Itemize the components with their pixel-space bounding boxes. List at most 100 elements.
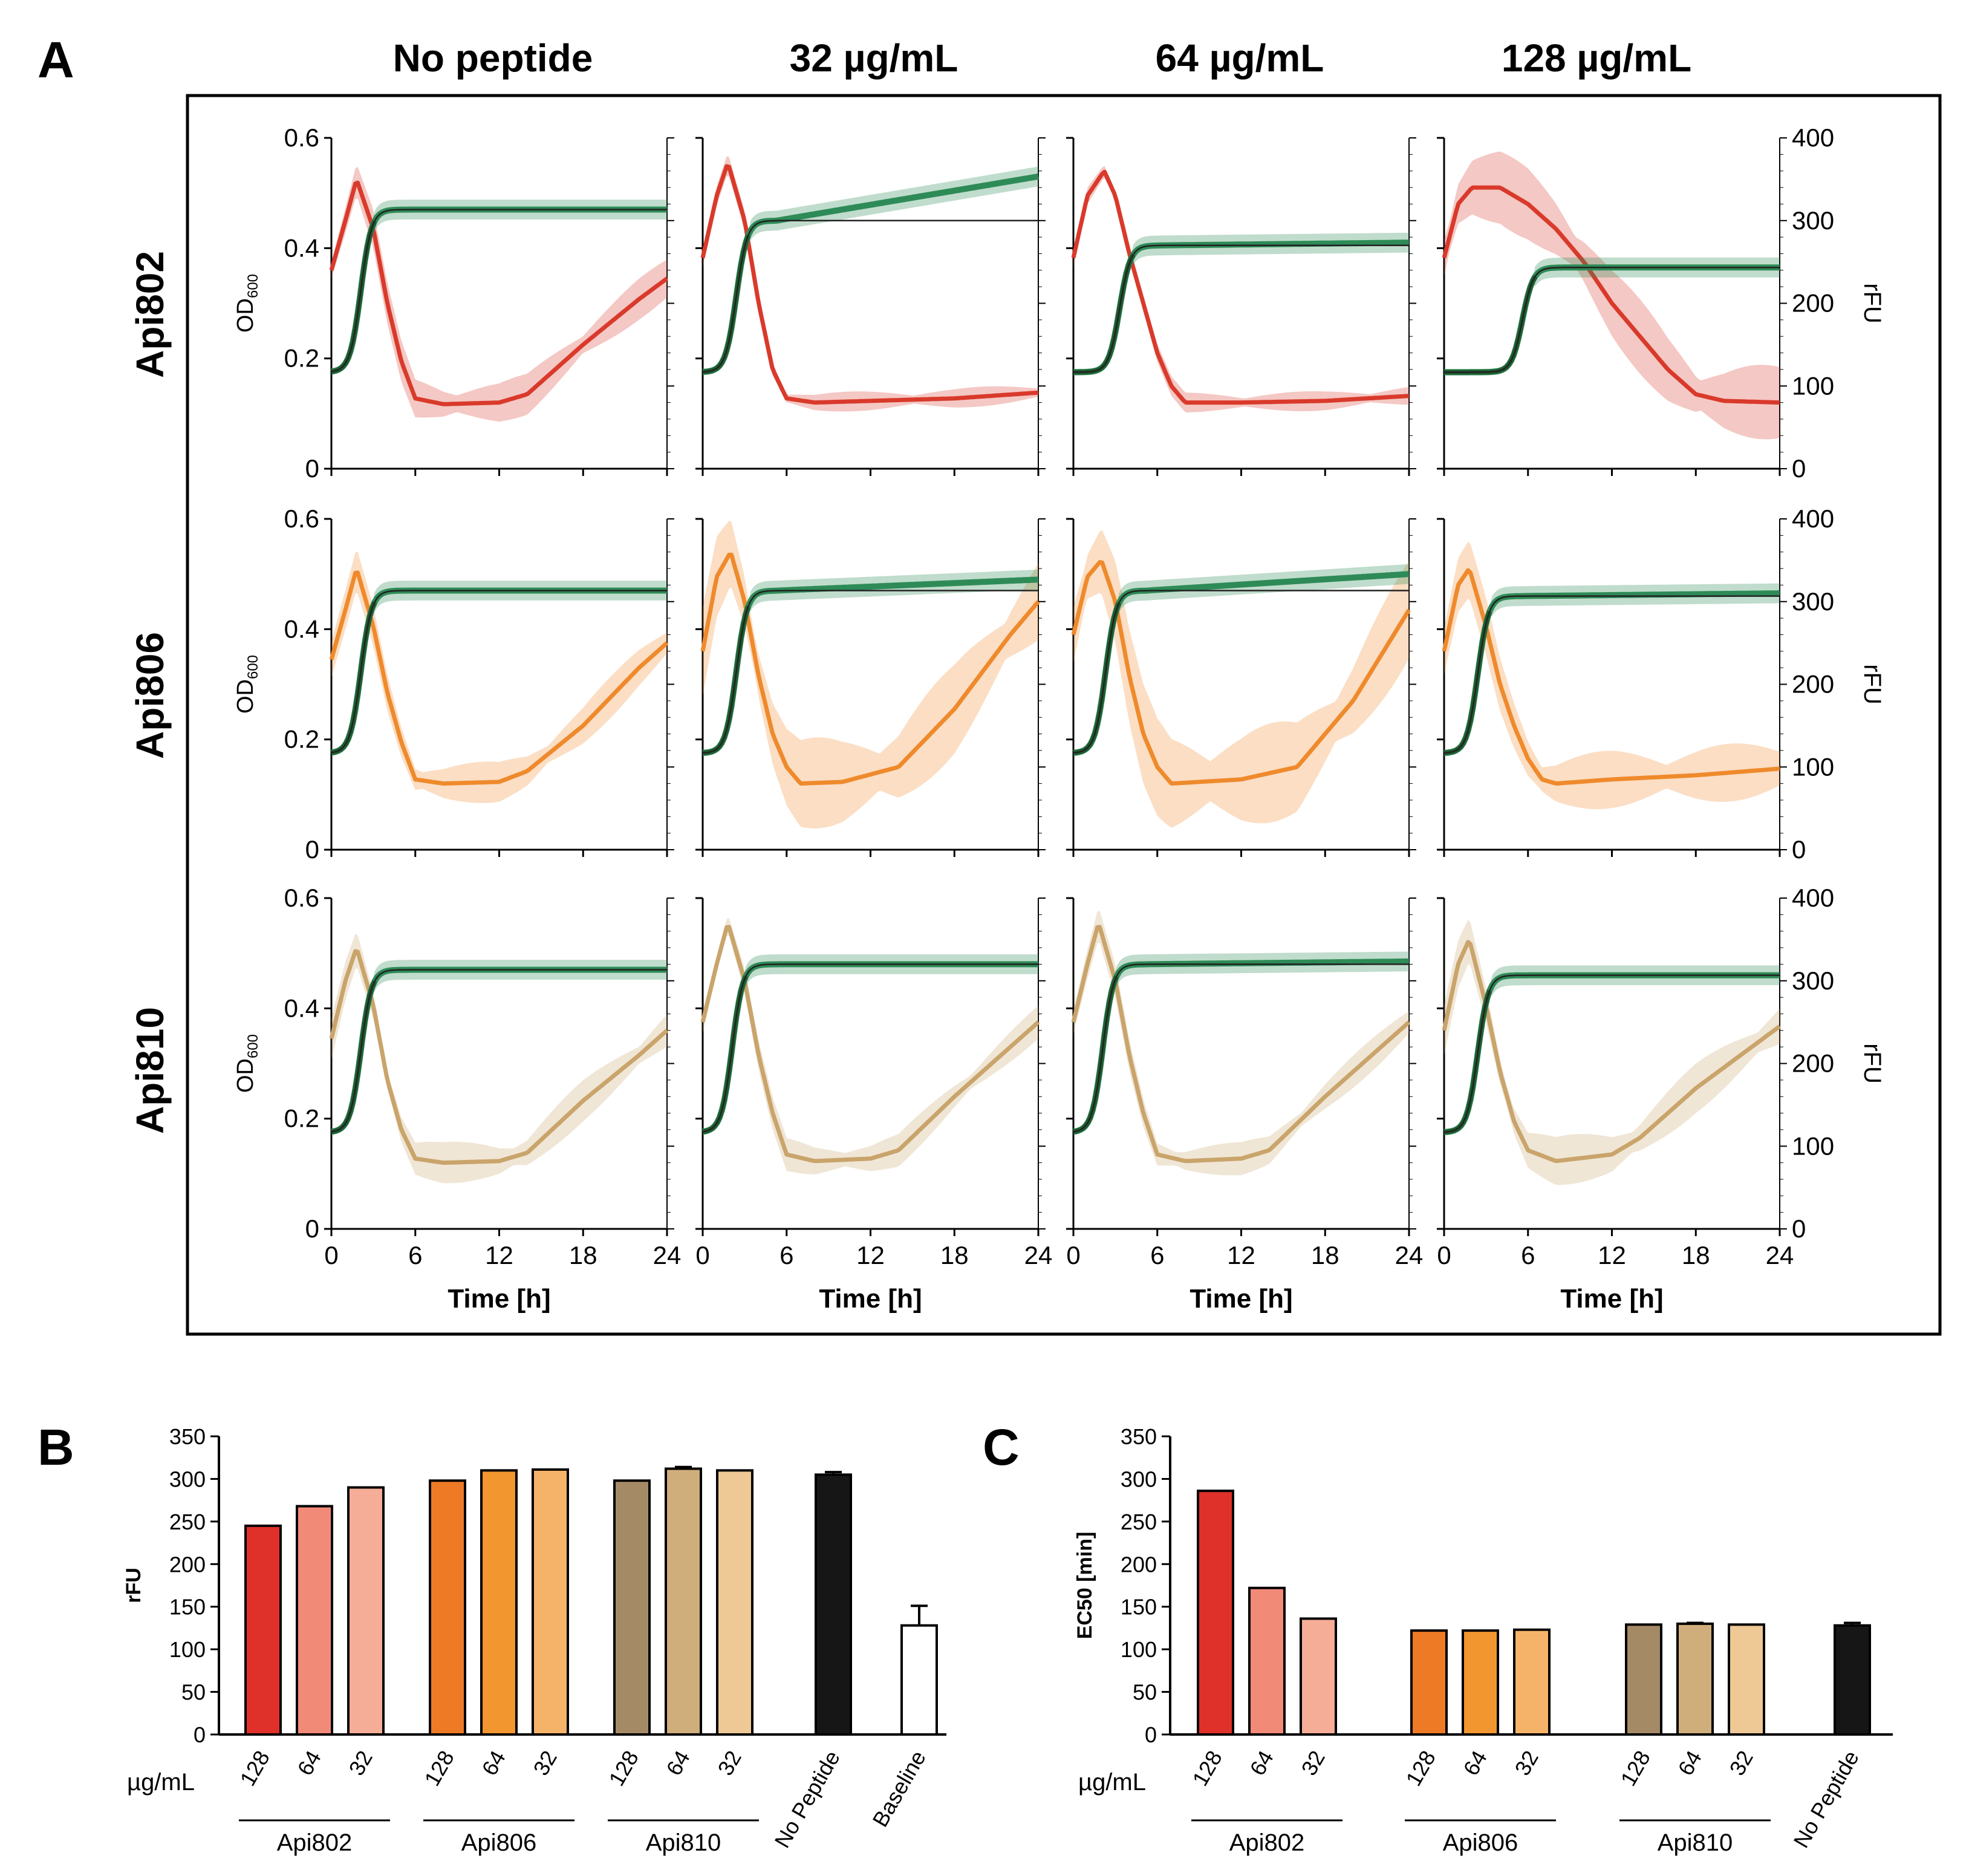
- cell-api806-1-od-error-band: [703, 569, 1038, 757]
- b-bar-label-no-peptide-9: No Peptide: [769, 1747, 845, 1852]
- c-bar-label-64-1: 64: [1245, 1747, 1278, 1780]
- cell-api802-0-rfu-error-band: [331, 167, 667, 422]
- cell-api806-3-rfu-tick-label-2: 200: [1792, 670, 1834, 699]
- cell-api806-0-od-tick-label-1: 0.2: [284, 725, 319, 754]
- cell-api810-0-rfu-series: [329, 949, 669, 1165]
- c-bar-9: [1834, 1624, 1871, 1736]
- c-bar-label-32-8: 32: [1724, 1747, 1758, 1780]
- b-units-label: µg/mL: [127, 1769, 195, 1796]
- cell-api810-0-od-tick-label-1: 0.2: [284, 1104, 319, 1133]
- cell-api810-0-rfu-error-band: [331, 934, 667, 1184]
- c-bar-4: [1462, 1629, 1499, 1736]
- cell-api810-1-od-error-band: [703, 954, 1038, 1135]
- cell-api802-1: [695, 137, 1046, 476]
- cell-api806-3-rfu-tick-label-0: 0: [1792, 835, 1806, 864]
- c-y-tick-label-7: 350: [1121, 1424, 1157, 1449]
- cell-api806-3: 0 100 200 300 400 rFU: [1437, 504, 1886, 864]
- cell-api806-3-od-error-band: [1444, 583, 1780, 757]
- cell-api806-0-y-label-sub: 600: [245, 655, 261, 679]
- cell-api810-1: 0 6 12 18 24 Time [h]: [695, 897, 1052, 1314]
- b-bar-0: [244, 1524, 282, 1736]
- cell-api802-2-od-error-band: [1073, 232, 1409, 376]
- cell-api810-3-time-tick-label-3: 18: [1682, 1241, 1710, 1269]
- cell-api806-2-od-error-band: [1073, 564, 1409, 757]
- b-group-label-api810: Api810: [646, 1829, 721, 1856]
- c-y-tick-label-5: 250: [1121, 1510, 1157, 1534]
- cell-api802-0-od-tick-label-0: 0: [305, 454, 319, 483]
- cell-api806-0-od-tick-label-0: 0: [305, 835, 319, 864]
- b-bar-label-baseline-10: Baseline: [867, 1747, 931, 1831]
- cell-api810-0-time-tick-label-3: 18: [569, 1241, 597, 1269]
- cell-api806-0-od-tick-label-3: 0.6: [284, 504, 319, 533]
- cell-api810-3-rfu-series: [1442, 940, 1782, 1164]
- c-bar-6: [1625, 1623, 1662, 1736]
- b-y-tick-label-7: 350: [169, 1424, 206, 1449]
- cell-api810-2-rfu-error-band: [1073, 911, 1409, 1176]
- cell-api806-2-rfu-error-band: [1073, 530, 1409, 828]
- cell-api810-2: 0 6 12 18 24 Time [h]: [1066, 897, 1423, 1314]
- cell-api802-0-od-tick-label-1: 0.2: [284, 344, 319, 373]
- cell-api802-3-rfu-series: [1442, 185, 1780, 405]
- b-y-tick-label-0: 0: [194, 1722, 206, 1747]
- b-bar-label-64-4: 64: [477, 1747, 510, 1780]
- panel-a-grid: 00.20.40.6OD6000100200300400rFU00.20.40.…: [233, 123, 1886, 1314]
- cell-api810-0-time-tick-label-0: 0: [324, 1241, 338, 1269]
- cell-api802-2-od-early-series: [1073, 253, 1136, 375]
- cell-api810-3-rfu-tick-label-0: 0: [1792, 1214, 1806, 1243]
- b-bar-1: [296, 1505, 333, 1736]
- b-y-tick-label-6: 300: [169, 1467, 206, 1491]
- cell-api806-2: [1066, 518, 1416, 857]
- cell-api806-0-rfu-error-band: [331, 552, 667, 803]
- column-title-32: 32 µg/mL: [790, 36, 958, 80]
- b-bar-4: [480, 1469, 518, 1736]
- cell-api810-0-y-label: OD600: [233, 1034, 261, 1093]
- cell-api810-3-y2-label: rFU: [1859, 1043, 1886, 1084]
- cell-api802-3-rfu-tick-label-4: 400: [1792, 123, 1834, 152]
- cell-api806-0-od-error-band: [331, 581, 667, 756]
- cell-api802-2-od-fit: [1073, 244, 1409, 373]
- panel-b-chart: 0 50 100 150 200 250 300 350 rFU µg/mL 128 64 32 128 6…: [122, 1424, 946, 1856]
- panel-label-c: C: [983, 1419, 1020, 1476]
- cell-api802-3-y2-label: rFU: [1859, 283, 1886, 324]
- cell-api810-1-time-tick-label-1: 6: [779, 1241, 793, 1269]
- cell-api806-3-rfu-tick-label-3: 300: [1792, 587, 1834, 616]
- cell-api810-0-time-tick-label-4: 24: [653, 1241, 682, 1269]
- c-bar-2: [1300, 1617, 1337, 1736]
- cell-api802-3-rfu-tick-label-0: 0: [1792, 454, 1806, 483]
- cell-api806-1: [695, 518, 1046, 857]
- c-bar-5: [1513, 1628, 1551, 1736]
- cell-api802-1-rfu-series: [700, 164, 1039, 405]
- cell-api806-3-od-fit: [1443, 595, 1780, 754]
- cell-api802-0-y-label-main: OD: [233, 298, 258, 333]
- b-y-label: rFU: [122, 1568, 145, 1603]
- c-bar-label-32-2: 32: [1296, 1747, 1330, 1780]
- cell-api802-2-od-series: [1073, 239, 1410, 376]
- cell-api802-0: 0 0.2 0.4 0.6 OD600: [233, 123, 674, 483]
- cell-api810-3-x-label: Time [h]: [1560, 1284, 1663, 1314]
- cell-api810-0-od-fit: [331, 969, 667, 1133]
- cell-api810-2-time-tick-label-3: 18: [1311, 1241, 1339, 1269]
- b-bar-label-64-1: 64: [292, 1747, 326, 1780]
- b-group-label-api806: Api806: [461, 1829, 537, 1856]
- cell-api802-3: 0 100 200 300 400 rFU: [1437, 123, 1886, 483]
- cell-api810-0-od-tick-label-3: 0.6: [284, 884, 319, 912]
- cell-api802-0-od-tick-label-2: 0.4: [284, 233, 319, 262]
- cell-api810-3-time-tick-label-4: 24: [1766, 1241, 1794, 1269]
- cell-api810-3-od-fit: [1443, 974, 1780, 1133]
- c-y-tick-label-6: 300: [1121, 1467, 1157, 1491]
- b-bar-9: [815, 1473, 852, 1736]
- row-title-api806: Api806: [128, 632, 172, 759]
- cell-api806-1-rfu-series: [700, 552, 1040, 786]
- b-y-tick-label-2: 100: [169, 1637, 206, 1662]
- b-y-tick-label-3: 150: [169, 1595, 206, 1620]
- column-title-64: 64 µg/mL: [1156, 36, 1324, 80]
- cell-api810-2-od-series: [1073, 958, 1410, 1135]
- b-bar-2: [347, 1486, 385, 1736]
- b-y-tick-label-4: 200: [169, 1552, 206, 1577]
- cell-api810-3-rfu-error-band: [1444, 920, 1780, 1185]
- cell-api810-3-time-tick-label-2: 12: [1598, 1241, 1626, 1269]
- column-title-128: 128 µg/mL: [1502, 36, 1691, 80]
- c-bar-label-64-7: 64: [1673, 1747, 1707, 1780]
- cell-api806-1-rfu-error-band: [703, 521, 1038, 829]
- row-title-api810: Api810: [128, 1007, 172, 1134]
